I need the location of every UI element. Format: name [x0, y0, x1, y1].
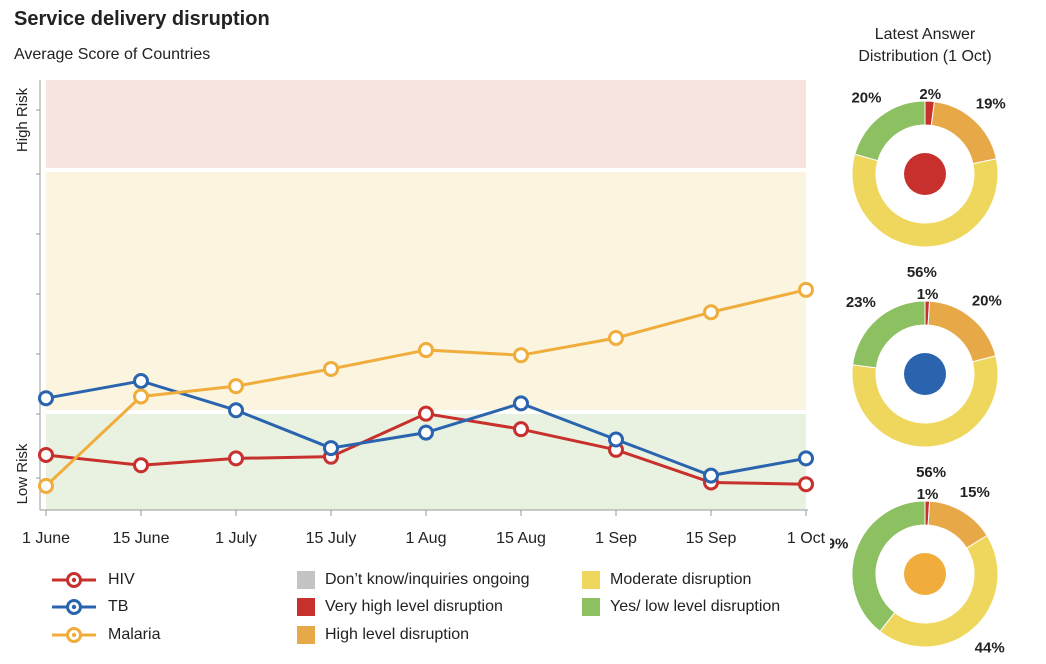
point-hiv-15-aug	[513, 421, 529, 438]
donut-tb-label-yes-low-level-disruption: 23%	[846, 294, 876, 311]
line-chart: High Risk Low Risk 1 June 15 June 1 July 15 J…	[14, 80, 826, 547]
point-tb-15-july	[323, 440, 339, 457]
donut-tb-slice-high-level-disruption	[927, 300, 997, 363]
point-tb-15-sep	[703, 467, 719, 484]
x-tick-label-1-aug: 1 Aug	[406, 530, 447, 547]
donut-malaria-slice-moderate-disruption	[879, 534, 999, 648]
donut-center-malaria	[904, 553, 946, 595]
chart-subtitle: Average Score of Countries	[14, 46, 211, 63]
legend-swatch	[582, 598, 600, 617]
legend-item-tb: TB	[52, 594, 160, 622]
legend-label: High level disruption	[325, 625, 470, 643]
x-tick-label-1-july: 1 July	[215, 530, 257, 547]
legend-label: Yes/ low level disruption	[610, 598, 781, 616]
point-tb-15-aug	[513, 395, 529, 412]
point-malaria-15-june	[133, 388, 149, 405]
legend-line-marker-icon	[52, 626, 96, 643]
legend-series: HIV TB Malaria	[52, 566, 160, 649]
legend-label: Moderate disruption	[610, 570, 752, 588]
legend-item-very-high-level-disruption: Very high level disruption	[297, 594, 530, 622]
point-hiv-1-july	[228, 450, 244, 467]
legend-item-hiv: HIV	[52, 566, 160, 594]
moderate-risk-band	[46, 172, 806, 410]
donut-malaria-slice-yes-low-level-disruption	[851, 500, 926, 633]
donut-hiv-label-high-level-disruption: 19%	[976, 96, 1006, 113]
donut-hiv-label-very-high-level-disruption: 2%	[919, 86, 941, 103]
chart-title: Service delivery disruption	[14, 8, 270, 30]
legend-swatch	[582, 570, 600, 589]
point-malaria-1-july	[228, 378, 244, 395]
point-hiv-1-june	[38, 446, 54, 463]
donut-hiv-slice-yes-low-level-disruption	[854, 100, 926, 162]
point-tb-1-sep	[608, 431, 624, 448]
legend-swatch	[297, 625, 315, 644]
legend-item-yes-low-level-disruption: Yes/ low level disruption	[582, 594, 780, 622]
x-tick-label-15-june: 15 June	[113, 530, 170, 547]
donut-malaria-label-very-high-level-disruption: 1%	[917, 486, 939, 503]
point-malaria-1-aug	[418, 342, 434, 359]
point-malaria-1-june	[38, 477, 54, 494]
donut-tb-label-very-high-level-disruption: 1%	[917, 286, 939, 303]
band-label-low-risk: Low Risk	[14, 443, 31, 504]
legend-label: Don’t know/inquiries ongoing	[325, 570, 530, 588]
legend-line-marker-icon	[52, 599, 96, 616]
donut-hiv-slice-moderate-disruption	[851, 153, 999, 248]
legend-label: HIV	[108, 570, 135, 588]
legend-item-moderate-disruption: Moderate disruption	[582, 566, 780, 594]
x-tick-label-1-sep: 1 Sep	[595, 530, 637, 547]
donut-hiv-label-moderate-disruption: 56%	[907, 264, 937, 281]
donut-tb-slice-moderate-disruption	[851, 355, 999, 448]
point-tb-1-aug	[418, 424, 434, 441]
donut-center-hiv	[904, 153, 946, 195]
x-tick-label-15-sep: 15 Sep	[686, 530, 737, 547]
donut-hiv-label-yes-low-level-disruption: 20%	[851, 90, 881, 107]
donut-malaria-label-moderate-disruption: 44%	[975, 639, 1005, 656]
donut-tb-label-high-level-disruption: 20%	[972, 292, 1002, 309]
point-malaria-15-aug	[513, 347, 529, 364]
high-risk-band	[46, 80, 806, 168]
band-label-high-risk: High Risk	[14, 87, 31, 152]
donut-tb-slice-yes-low-level-disruption	[852, 300, 926, 369]
legend-label: TB	[108, 598, 129, 616]
donut-heading-line1: Latest Answer	[874, 26, 976, 43]
x-tick-label-15-july: 15 July	[306, 530, 357, 547]
donut-heading-line2: Distribution (1 Oct)	[858, 48, 992, 65]
legend-item-malaria: Malaria	[52, 621, 160, 649]
donut-malaria-label-yes-low-level-disruption: 39%	[830, 535, 848, 552]
point-malaria-1-sep	[608, 330, 624, 346]
legend-categories-1: Don’t know/inquiries ongoing Very high le…	[297, 566, 530, 649]
legend-swatch	[297, 570, 315, 589]
point-tb-15-june	[133, 373, 149, 389]
legend-item-high-level-disruption: High level disruption	[297, 621, 530, 649]
x-tick-label-1-oct: 1 Oct	[787, 530, 826, 547]
point-malaria-15-sep	[703, 304, 719, 321]
legend-label: Malaria	[108, 625, 161, 643]
legend-item-don-t-know-inquiries-ongoing: Don’t know/inquiries ongoing	[297, 566, 530, 594]
donut-tb-label-moderate-disruption: 56%	[916, 464, 946, 481]
donut-charts: 2% 19% 56% 20% 1% 20% 56% 23% 1% 15% 44% 39%	[830, 86, 1006, 656]
donut-heading: Latest Answer Distribution (1 Oct)	[845, 24, 1005, 68]
legend-line-marker-icon	[52, 571, 96, 588]
donut-malaria-label-high-level-disruption: 15%	[960, 484, 990, 501]
x-tick-label-1-june: 1 June	[22, 530, 70, 547]
legend-swatch	[297, 598, 315, 617]
x-tick-label-15-aug: 15 Aug	[496, 530, 546, 547]
point-tb-1-june	[38, 390, 54, 407]
point-tb-1-oct	[798, 450, 814, 467]
point-malaria-1-oct	[798, 281, 814, 298]
point-malaria-15-july	[323, 360, 339, 377]
donut-center-tb	[904, 353, 946, 395]
point-hiv-1-aug	[418, 405, 434, 422]
legend-label: Very high level disruption	[325, 598, 503, 616]
point-hiv-15-june	[133, 457, 149, 474]
point-tb-1-july	[228, 402, 244, 419]
point-hiv-1-oct	[798, 476, 814, 493]
legend-categories-2: Moderate disruption Yes/ low level disrup…	[582, 566, 780, 621]
